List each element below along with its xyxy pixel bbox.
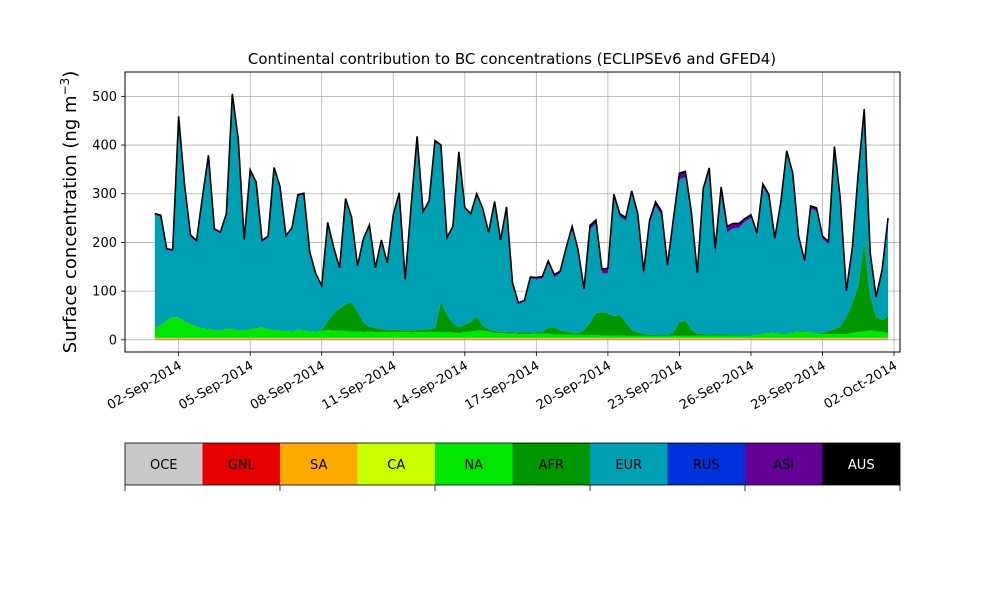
- x-tick-label: 17-Sep-2014: [463, 358, 543, 413]
- x-tick-label: 02-Oct-2014: [822, 358, 900, 412]
- legend-label-gnl: GNL: [228, 458, 256, 473]
- y-tick-label: 400: [92, 139, 117, 154]
- legend-swatch-asi: [745, 443, 823, 485]
- legend-label-aus: AUS: [848, 458, 875, 473]
- x-tick-label: 20-Sep-2014: [534, 358, 614, 413]
- legend-label-oce: OCE: [150, 458, 178, 473]
- legend-swatch-sa: [280, 443, 358, 485]
- legend-swatch-afr: [512, 443, 590, 485]
- axes-border: [124, 71, 901, 353]
- x-tick-label: 14-Sep-2014: [391, 358, 471, 413]
- legend-swatch-eur: [590, 443, 668, 485]
- chart-title: Continental contribution to BC concentra…: [248, 50, 776, 68]
- legend-label-rus: RUS: [693, 458, 720, 473]
- legend-swatch-gnl: [202, 443, 280, 485]
- axes-frame: [124, 71, 901, 353]
- legend-label-afr: AFR: [539, 458, 564, 473]
- x-tick-label: 11-Sep-2014: [319, 358, 399, 413]
- x-tick-label: 23-Sep-2014: [606, 358, 686, 413]
- legend-swatch-rus: [667, 443, 745, 485]
- y-tick-label: 300: [92, 187, 117, 202]
- legend-border: [124, 442, 901, 486]
- x-tick-label: 02-Sep-2014: [105, 358, 185, 413]
- area-series-na: [154, 317, 889, 338]
- legend-label-asi: ASI: [773, 458, 794, 473]
- area-series-afr: [154, 241, 889, 336]
- y-axis-label: Surface concentration (ng m−3): [58, 71, 81, 354]
- x-tick-label: 08-Sep-2014: [248, 358, 328, 413]
- plot-area: 02-Sep-201405-Sep-201408-Sep-201411-Sep-…: [92, 71, 901, 413]
- legend-label-na: NA: [464, 458, 483, 473]
- legend-swatch-aus: [822, 443, 900, 485]
- y-tick-label: 200: [92, 236, 117, 251]
- y-tick-label: 500: [92, 90, 117, 105]
- area-series-eur: [154, 95, 889, 335]
- y-axis-ticks: 0 100 200 300 400 500: [92, 90, 125, 348]
- legend-label-sa: SA: [310, 458, 327, 473]
- area-series-aus-outline: [154, 93, 889, 304]
- y-tick-label: 0: [109, 333, 117, 348]
- legend-swatch-na: [435, 443, 513, 485]
- legend-label-ca: CA: [387, 458, 405, 473]
- x-axis-ticks: 02-Sep-201405-Sep-201408-Sep-201411-Sep-…: [105, 352, 900, 413]
- y-tick-label: 100: [92, 285, 117, 300]
- stacked-areas: [154, 93, 889, 340]
- colorbar-legend: OCE GNL SA CA NA AFR EUR RUS ASI AUS: [124, 442, 901, 491]
- x-tick-label: 29-Sep-2014: [749, 358, 829, 413]
- legend-swatch-ca: [357, 443, 435, 485]
- x-tick-label: 05-Sep-2014: [176, 358, 256, 413]
- x-tick-label: 26-Sep-2014: [677, 358, 757, 413]
- legend-swatch-oce: [125, 443, 203, 485]
- legend-label-eur: EUR: [615, 458, 642, 473]
